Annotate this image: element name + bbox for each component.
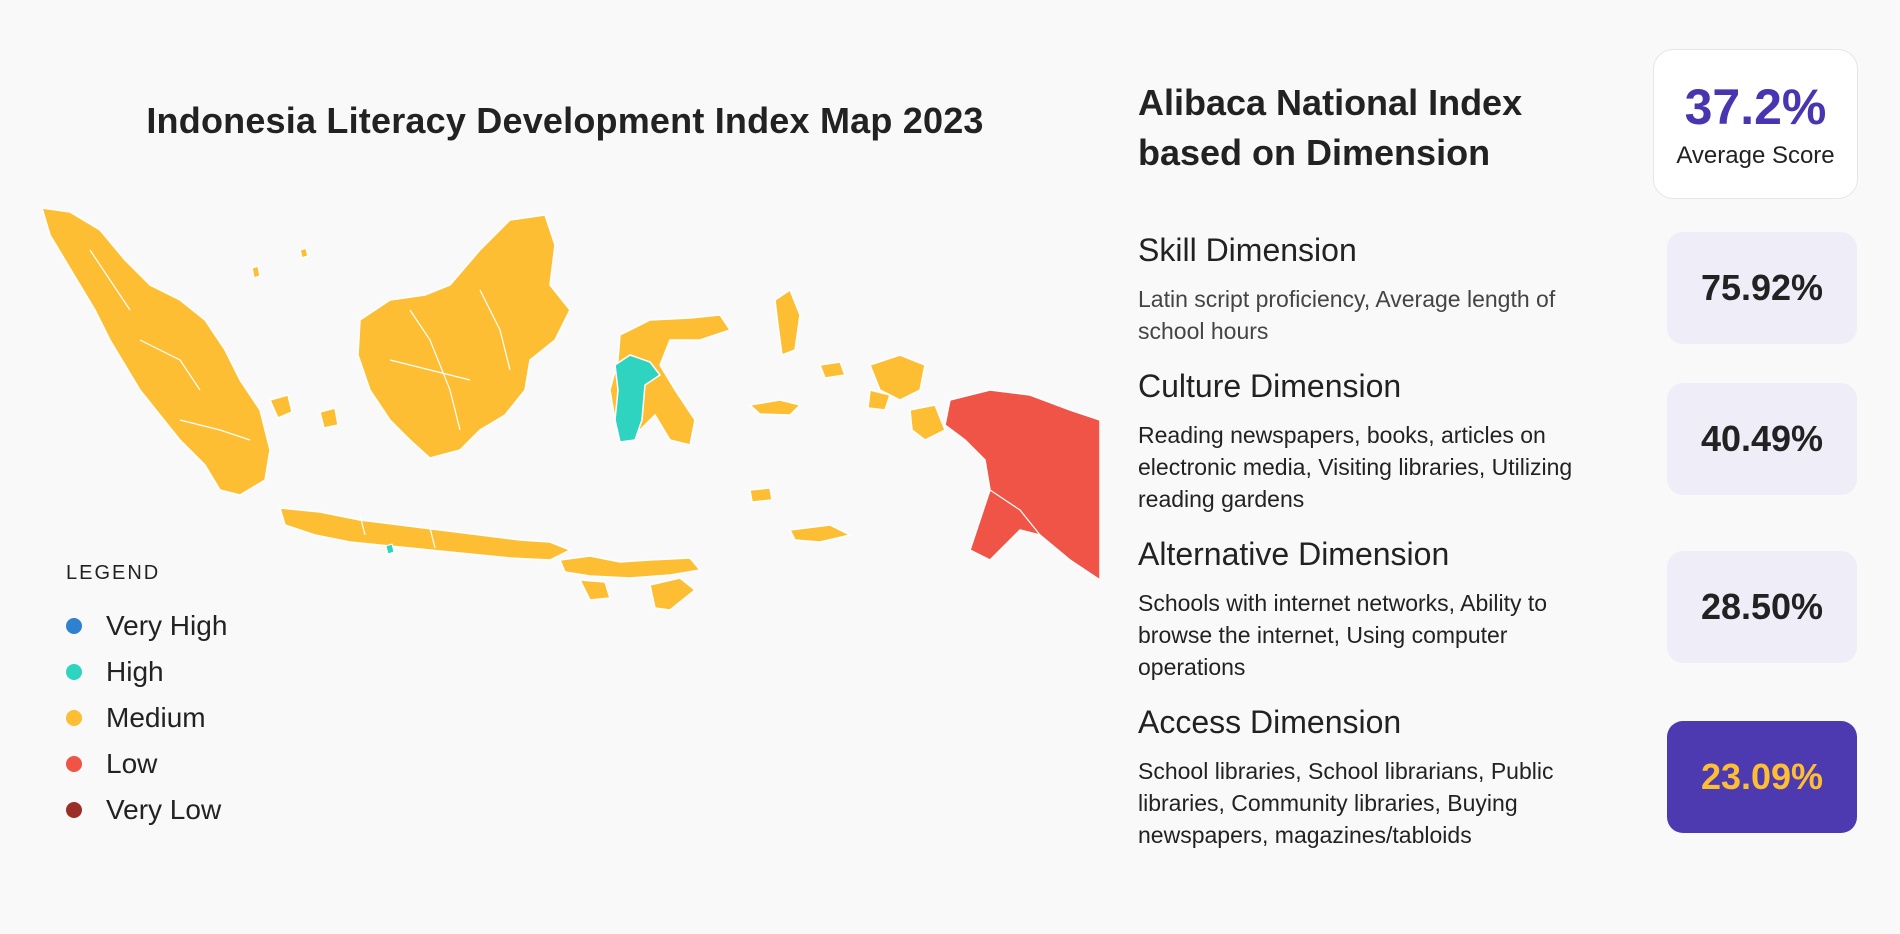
legend-dot	[66, 664, 82, 680]
summary-title: Alibaca National Index based on Dimensio…	[1138, 78, 1558, 178]
average-score-label: Average Score	[1676, 142, 1835, 169]
legend-item: Medium	[66, 695, 227, 741]
legend-label: High	[106, 656, 164, 687]
region-papua[interactable]	[944, 389, 1100, 581]
dimension-score-culture: 40.49%	[1667, 383, 1857, 495]
dimension-description: Schools with internet networks, Ability …	[1138, 590, 1548, 680]
map-legend: LEGEND Very High High Medium Low Very Low	[66, 562, 227, 833]
dimension-description: Latin script proficiency, Average length…	[1138, 286, 1556, 344]
dimension-access: Access Dimension School libraries, Schoo…	[1138, 704, 1618, 851]
dimension-score-access: 23.09%	[1667, 721, 1857, 833]
dimension-culture: Culture Dimension Reading newspapers, bo…	[1138, 368, 1618, 515]
summary-title-line1: Alibaca National Index	[1138, 82, 1523, 123]
legend-label: Very Low	[106, 794, 222, 825]
dimension-skill: Skill Dimension Latin script proficiency…	[1138, 232, 1618, 347]
dimension-description: School libraries, School librarians, Pub…	[1138, 758, 1554, 848]
dimension-score-alternative: 28.50%	[1667, 551, 1857, 663]
region-sumatra[interactable]	[40, 207, 271, 496]
legend-label: Medium	[106, 702, 206, 733]
legend-title: LEGEND	[66, 562, 161, 584]
region-south-sulawesi[interactable]	[614, 354, 662, 443]
legend-dot	[66, 710, 82, 726]
dimension-title: Alternative Dimension	[1138, 536, 1450, 572]
dimension-title: Access Dimension	[1138, 704, 1402, 740]
region-java[interactable]	[278, 507, 572, 561]
indonesia-map	[40, 207, 1100, 611]
region-kalimantan[interactable]	[357, 214, 571, 459]
average-score-value: 37.2%	[1684, 79, 1827, 135]
legend-item: High	[66, 649, 227, 695]
dimension-title: Skill Dimension	[1138, 232, 1357, 268]
legend-label: Low	[106, 748, 158, 779]
legend-dot	[66, 802, 82, 818]
average-score-card: 37.2% Average Score	[1653, 49, 1858, 199]
dimension-description: Reading newspapers, books, articles on e…	[1138, 422, 1573, 512]
legend-item: Very Low	[66, 787, 227, 833]
legend-item: Very High	[66, 603, 227, 649]
legend-dot	[66, 618, 82, 634]
legend-dot	[66, 756, 82, 772]
legend-label: Very High	[106, 610, 228, 641]
map-title: Indonesia Literacy Development Index Map…	[146, 100, 984, 141]
dimension-alternative: Alternative Dimension Schools with inter…	[1138, 536, 1618, 683]
dimension-score-skill: 75.92%	[1667, 232, 1857, 344]
dimension-title: Culture Dimension	[1138, 368, 1402, 404]
summary-title-line2: based on Dimension	[1138, 132, 1491, 173]
legend-item: Low	[66, 741, 227, 787]
